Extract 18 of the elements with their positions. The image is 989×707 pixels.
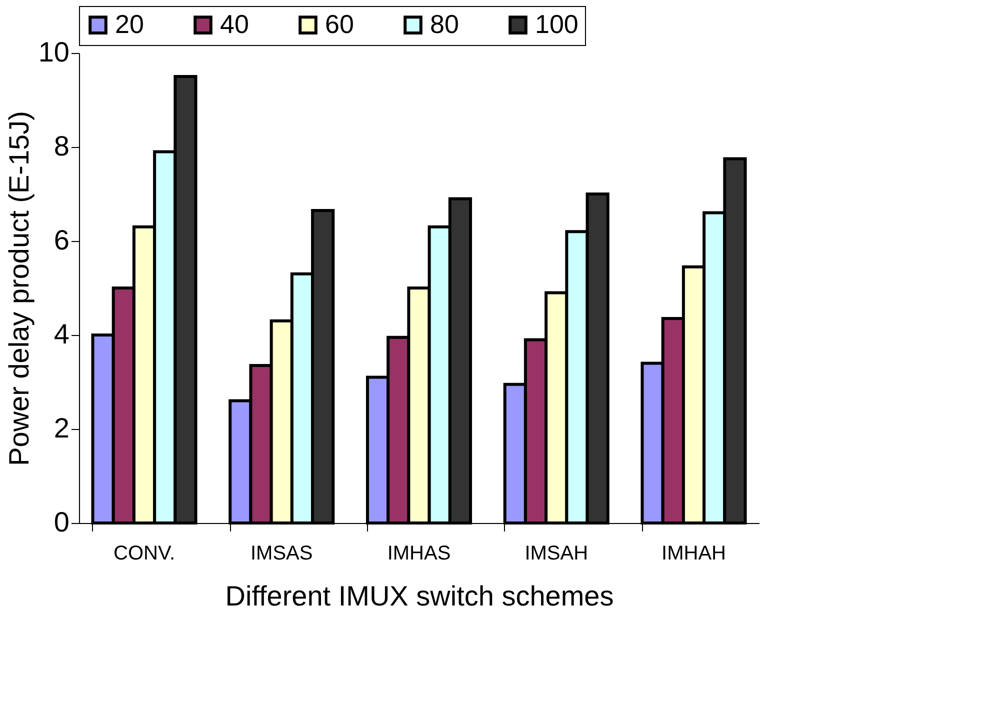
y-tick-label: 2 <box>54 412 70 444</box>
y-tick-label: 0 <box>54 506 70 538</box>
legend-label: 80 <box>430 9 459 40</box>
y-tick-label: 6 <box>54 224 70 256</box>
legend-label: 20 <box>115 9 144 40</box>
x-tick-label: IMSAH <box>524 542 588 564</box>
x-axis-title: Different IMUX switch schemes <box>225 580 614 612</box>
x-tick-label: CONV. <box>113 542 176 564</box>
x-tick-label: IMSAS <box>250 542 313 564</box>
y-axis-title: Power delay product (E-15J) <box>3 111 34 466</box>
legend-label: 40 <box>220 9 249 40</box>
legend-label: 100 <box>535 9 578 40</box>
y-tick-label: 4 <box>54 318 70 350</box>
legend-label: 60 <box>325 9 354 40</box>
y-tick-label: 8 <box>54 130 70 162</box>
x-tick-label: IMHAH <box>662 542 726 564</box>
x-tick-label: IMHAS <box>387 542 451 564</box>
y-tick-label: 10 <box>38 36 70 68</box>
